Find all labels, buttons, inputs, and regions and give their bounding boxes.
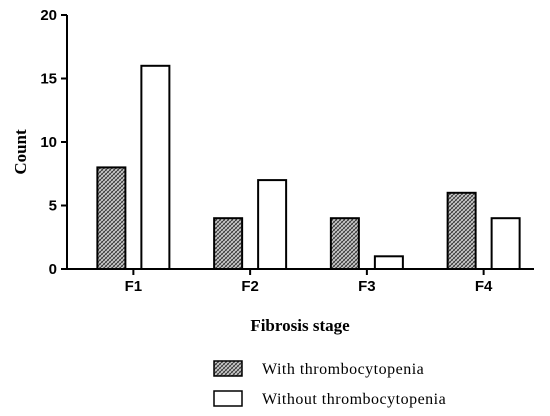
y-axis-ticks: 0 5 10 15 20 [40,7,67,278]
legend-swatch-without [213,390,243,407]
y-tick-label: 0 [49,261,57,278]
legend: With thrombocytopenia Without thrombocyt… [213,360,446,408]
bar-without-f1 [140,64,171,270]
legend-label-with: With thrombocytopenia [262,361,424,378]
y-tick-label: 5 [49,198,57,215]
y-axis-title: Count [11,129,30,175]
bar-with-f3 [329,217,360,270]
legend-swatch-with [213,360,243,377]
legend-label-without: Without thrombocytopenia [262,391,446,408]
bar-without-f4 [490,217,521,270]
x-tick-label-f1: F1 [125,278,143,295]
x-axis-ticks: F1 F2 F3 F4 [125,269,493,295]
y-tick-label: 15 [40,71,57,88]
bars [96,64,521,271]
x-axis-title: Fibrosis stage [250,316,350,335]
x-tick-label-f2: F2 [241,278,259,295]
x-tick-label-f4: F4 [475,278,493,295]
bar-with-f4 [446,191,477,270]
y-tick-label: 20 [40,7,57,24]
bar-with-f2 [213,217,244,270]
bar-without-f2 [257,179,288,271]
y-tick-label: 10 [40,134,57,151]
bar-with-f1 [96,166,127,270]
bar-without-f3 [373,255,404,270]
x-tick-label-f3: F3 [358,278,376,295]
